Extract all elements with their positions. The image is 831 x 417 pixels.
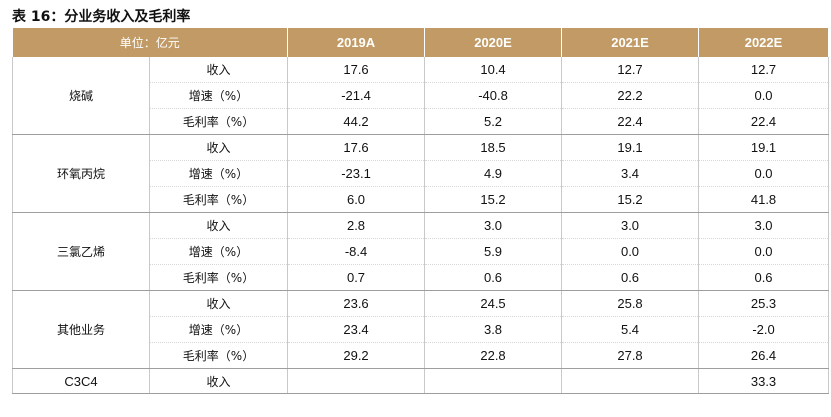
value-cell: 0.0 (561, 238, 700, 265)
value-cell: 22.2 (561, 82, 700, 109)
value-cell: 29.2 (287, 342, 426, 369)
segment-name: 烧碱 (12, 57, 150, 135)
table-row: 毛利率（%） 29.2 22.8 27.8 26.4 (13, 342, 830, 369)
year-header: 2020E (424, 28, 563, 57)
value-cell: 3.0 (424, 212, 563, 239)
value-cell: 0.0 (698, 82, 830, 109)
metric-label: 增速（%） (148, 160, 289, 187)
value-cell: 12.7 (698, 57, 830, 83)
table-row: 增速（%） -23.1 4.9 3.4 0.0 (13, 160, 830, 187)
value-cell: 27.8 (561, 342, 700, 369)
value-cell: 25.3 (698, 290, 830, 317)
value-cell: 17.6 (287, 134, 426, 161)
metric-label: 增速（%） (148, 82, 289, 109)
value-cell: 0.6 (561, 264, 700, 291)
value-cell: 0.7 (287, 264, 426, 291)
table-title: 表 16：分业务收入及毛利率 (12, 9, 191, 25)
value-cell: 0.0 (698, 160, 830, 187)
value-cell: 5.2 (424, 108, 563, 135)
value-cell: 22.8 (424, 342, 563, 369)
metric-label: 收入 (148, 57, 289, 83)
table-row: 环氧丙烷 收入 17.6 18.5 19.1 19.1 (12, 134, 830, 213)
segment-revenue-table: 单位：亿元 2019A 2020E 2021E 2022E 烧碱 收入 17.6… (12, 28, 830, 394)
table-row: 三氯乙烯 收入 2.8 3.0 3.0 3.0 (12, 212, 830, 291)
value-cell: 15.2 (561, 186, 700, 213)
table-row: C3C4 收入 33.3 (12, 368, 830, 394)
year-header: 2021E (561, 28, 700, 57)
metric-label: 收入 (148, 134, 289, 161)
segment-name: 环氧丙烷 (12, 134, 150, 213)
value-cell: -21.4 (287, 82, 426, 109)
segment-name: 三氯乙烯 (12, 212, 150, 291)
metric-label: 毛利率（%） (148, 108, 289, 135)
metric-label: 毛利率（%） (148, 264, 289, 291)
value-cell (424, 368, 563, 394)
value-cell: 10.4 (424, 57, 563, 83)
value-cell: 44.2 (287, 108, 426, 135)
value-cell: -2.0 (698, 316, 830, 343)
value-cell: 24.5 (424, 290, 563, 317)
header-row: 单位：亿元 2019A 2020E 2021E 2022E (12, 28, 830, 57)
year-header: 2019A (287, 28, 426, 57)
value-cell: -40.8 (424, 82, 563, 109)
table-row: 增速（%） 23.4 3.8 5.4 -2.0 (13, 316, 830, 343)
value-cell: 23.6 (287, 290, 426, 317)
metric-label: 增速（%） (148, 238, 289, 265)
table-row: 毛利率（%） 6.0 15.2 15.2 41.8 (13, 186, 830, 213)
metric-label: 收入 (148, 368, 289, 394)
value-cell: 26.4 (698, 342, 830, 369)
table-row: 毛利率（%） 44.2 5.2 22.4 22.4 (13, 108, 830, 135)
value-cell: 0.6 (424, 264, 563, 291)
value-cell: 3.0 (561, 212, 700, 239)
value-cell: 6.0 (287, 186, 426, 213)
unit-header: 单位：亿元 (12, 28, 289, 57)
year-header: 2022E (698, 28, 830, 57)
value-cell: 0.6 (698, 264, 830, 291)
value-cell: 3.0 (698, 212, 830, 239)
metric-label: 收入 (148, 212, 289, 239)
value-cell: 3.4 (561, 160, 700, 187)
value-cell: 5.9 (424, 238, 563, 265)
value-cell (561, 368, 700, 394)
value-cell: 5.4 (561, 316, 700, 343)
table-row: 烧碱 收入 17.6 10.4 12.7 12.7 (12, 57, 830, 135)
metric-label: 增速（%） (148, 316, 289, 343)
value-cell: -23.1 (287, 160, 426, 187)
table-row: 增速（%） -21.4 -40.8 22.2 0.0 (13, 82, 830, 109)
value-cell: 12.7 (561, 57, 700, 83)
value-cell: 17.6 (287, 57, 426, 83)
segment-name: 其他业务 (12, 290, 150, 369)
table-row: 毛利率（%） 0.7 0.6 0.6 0.6 (13, 264, 830, 291)
metric-label: 毛利率（%） (148, 186, 289, 213)
value-cell: 2.8 (287, 212, 426, 239)
value-cell: -8.4 (287, 238, 426, 265)
value-cell: 19.1 (698, 134, 830, 161)
value-cell: 0.0 (698, 238, 830, 265)
value-cell: 25.8 (561, 290, 700, 317)
value-cell: 3.8 (424, 316, 563, 343)
value-cell: 41.8 (698, 186, 830, 213)
value-cell (287, 368, 426, 394)
value-cell: 4.9 (424, 160, 563, 187)
metric-label: 毛利率（%） (148, 342, 289, 369)
segment-name: C3C4 (12, 368, 150, 394)
value-cell: 19.1 (561, 134, 700, 161)
value-cell: 15.2 (424, 186, 563, 213)
table-row: 其他业务 收入 23.6 24.5 25.8 25.3 (12, 290, 830, 369)
metric-label: 收入 (148, 290, 289, 317)
value-cell: 22.4 (698, 108, 830, 135)
value-cell: 22.4 (561, 108, 700, 135)
value-cell: 23.4 (287, 316, 426, 343)
table-row: 增速（%） -8.4 5.9 0.0 0.0 (13, 238, 830, 265)
value-cell: 33.3 (698, 368, 830, 394)
value-cell: 18.5 (424, 134, 563, 161)
